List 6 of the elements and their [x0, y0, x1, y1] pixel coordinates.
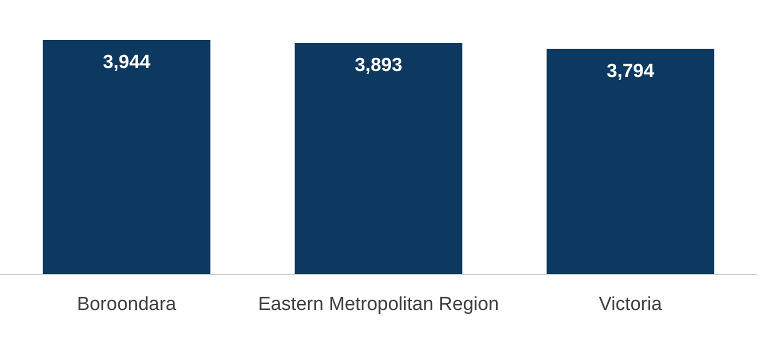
data-label: 3,794	[606, 60, 655, 82]
data-label: 3,944	[102, 52, 151, 73]
x-tick-label: Victoria	[598, 294, 662, 315]
x-tick-label: Boroondara	[76, 294, 177, 315]
data-label: 3,893	[354, 55, 402, 76]
x-tick-label: Eastern Metropolitan Region	[258, 294, 499, 315]
